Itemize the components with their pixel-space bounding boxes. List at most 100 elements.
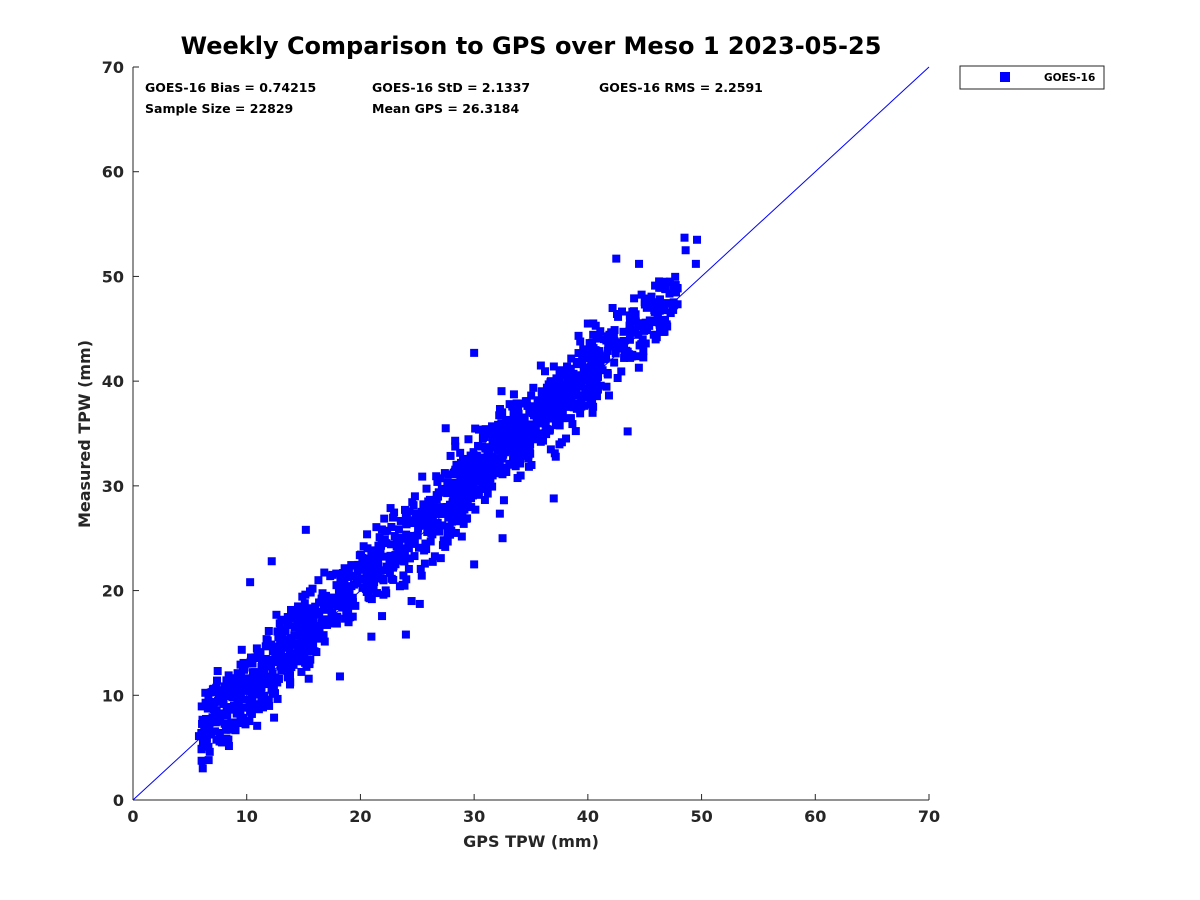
data-point: [650, 318, 659, 327]
data-point: [620, 353, 629, 362]
data-point: [290, 631, 299, 640]
data-point: [438, 541, 447, 550]
data-point: [680, 233, 689, 242]
data-point: [282, 635, 291, 644]
data-point: [257, 696, 266, 705]
data-point: [569, 381, 578, 390]
data-point: [588, 396, 597, 405]
data-point: [314, 633, 323, 642]
data-point: [639, 347, 648, 356]
data-point: [213, 686, 222, 695]
data-point: [449, 468, 458, 477]
data-point: [392, 537, 401, 546]
stat-rms: GOES-16 RMS = 2.2591: [599, 80, 763, 95]
data-point: [650, 306, 659, 315]
data-point: [665, 277, 674, 286]
data-point: [596, 381, 605, 390]
data-point: [412, 509, 421, 518]
data-point: [261, 642, 270, 651]
data-point: [390, 508, 399, 517]
data-point: [396, 516, 405, 525]
data-point: [593, 372, 602, 381]
data-point: [399, 553, 408, 562]
data-point: [511, 462, 520, 471]
data-point: [631, 315, 640, 324]
data-point: [474, 490, 483, 499]
data-point: [272, 610, 281, 619]
data-point: [247, 675, 256, 684]
data-point: [497, 467, 506, 476]
data-point: [223, 710, 232, 719]
x-tick-label: 70: [918, 807, 940, 826]
data-point: [523, 401, 532, 410]
data-point: [655, 295, 664, 304]
data-point: [598, 366, 607, 375]
data-point: [545, 388, 554, 397]
data-point: [219, 699, 228, 708]
data-point: [404, 544, 413, 553]
data-point: [232, 685, 241, 694]
data-point: [362, 571, 371, 580]
data-point: [651, 298, 660, 307]
data-point: [625, 318, 634, 327]
data-point: [220, 682, 229, 691]
data-point: [556, 366, 565, 375]
data-point: [234, 694, 243, 703]
data-point: [492, 469, 501, 478]
data-point: [474, 441, 483, 450]
data-point: [404, 564, 413, 573]
data-point: [495, 430, 504, 439]
data-point: [520, 413, 529, 422]
data-point: [574, 349, 583, 358]
data-point: [251, 653, 260, 662]
data-point: [632, 352, 641, 361]
data-point: [659, 327, 668, 336]
data-point: [524, 454, 533, 463]
data-point: [453, 492, 462, 501]
data-point: [602, 353, 611, 362]
data-point: [610, 358, 619, 367]
data-point: [623, 427, 632, 436]
data-point: [510, 456, 519, 465]
data-point: [276, 626, 285, 635]
data-point: [451, 442, 460, 451]
data-point: [249, 682, 258, 691]
y-tick-label: 10: [102, 686, 124, 705]
data-point: [602, 336, 611, 345]
data-point: [485, 446, 494, 455]
data-point: [556, 390, 565, 399]
data-point: [202, 734, 211, 743]
data-point: [336, 589, 345, 598]
data-point: [589, 330, 598, 339]
data-point: [584, 345, 593, 354]
data-point: [295, 641, 304, 650]
data-point: [456, 473, 465, 482]
data-point: [500, 446, 509, 455]
data-point: [381, 586, 390, 595]
data-point: [406, 518, 415, 527]
data-point: [254, 705, 263, 714]
data-point: [529, 383, 538, 392]
data-point: [344, 568, 353, 577]
data-point: [328, 608, 337, 617]
data-point: [223, 691, 232, 700]
data-point: [471, 424, 480, 433]
data-point: [495, 405, 504, 414]
data-point: [311, 610, 320, 619]
data-point: [374, 562, 383, 571]
data-point: [499, 428, 508, 437]
data-point: [583, 319, 592, 328]
data-point: [270, 713, 279, 722]
data-point: [194, 732, 203, 741]
data-point: [356, 550, 365, 559]
data-point: [290, 640, 299, 649]
data-point: [655, 277, 664, 286]
data-point: [236, 681, 245, 690]
data-point: [549, 388, 558, 397]
data-point: [345, 589, 354, 598]
data-point: [275, 655, 284, 664]
data-point: [326, 572, 335, 581]
data-point: [198, 764, 207, 773]
data-point: [392, 542, 401, 551]
data-point: [586, 375, 595, 384]
